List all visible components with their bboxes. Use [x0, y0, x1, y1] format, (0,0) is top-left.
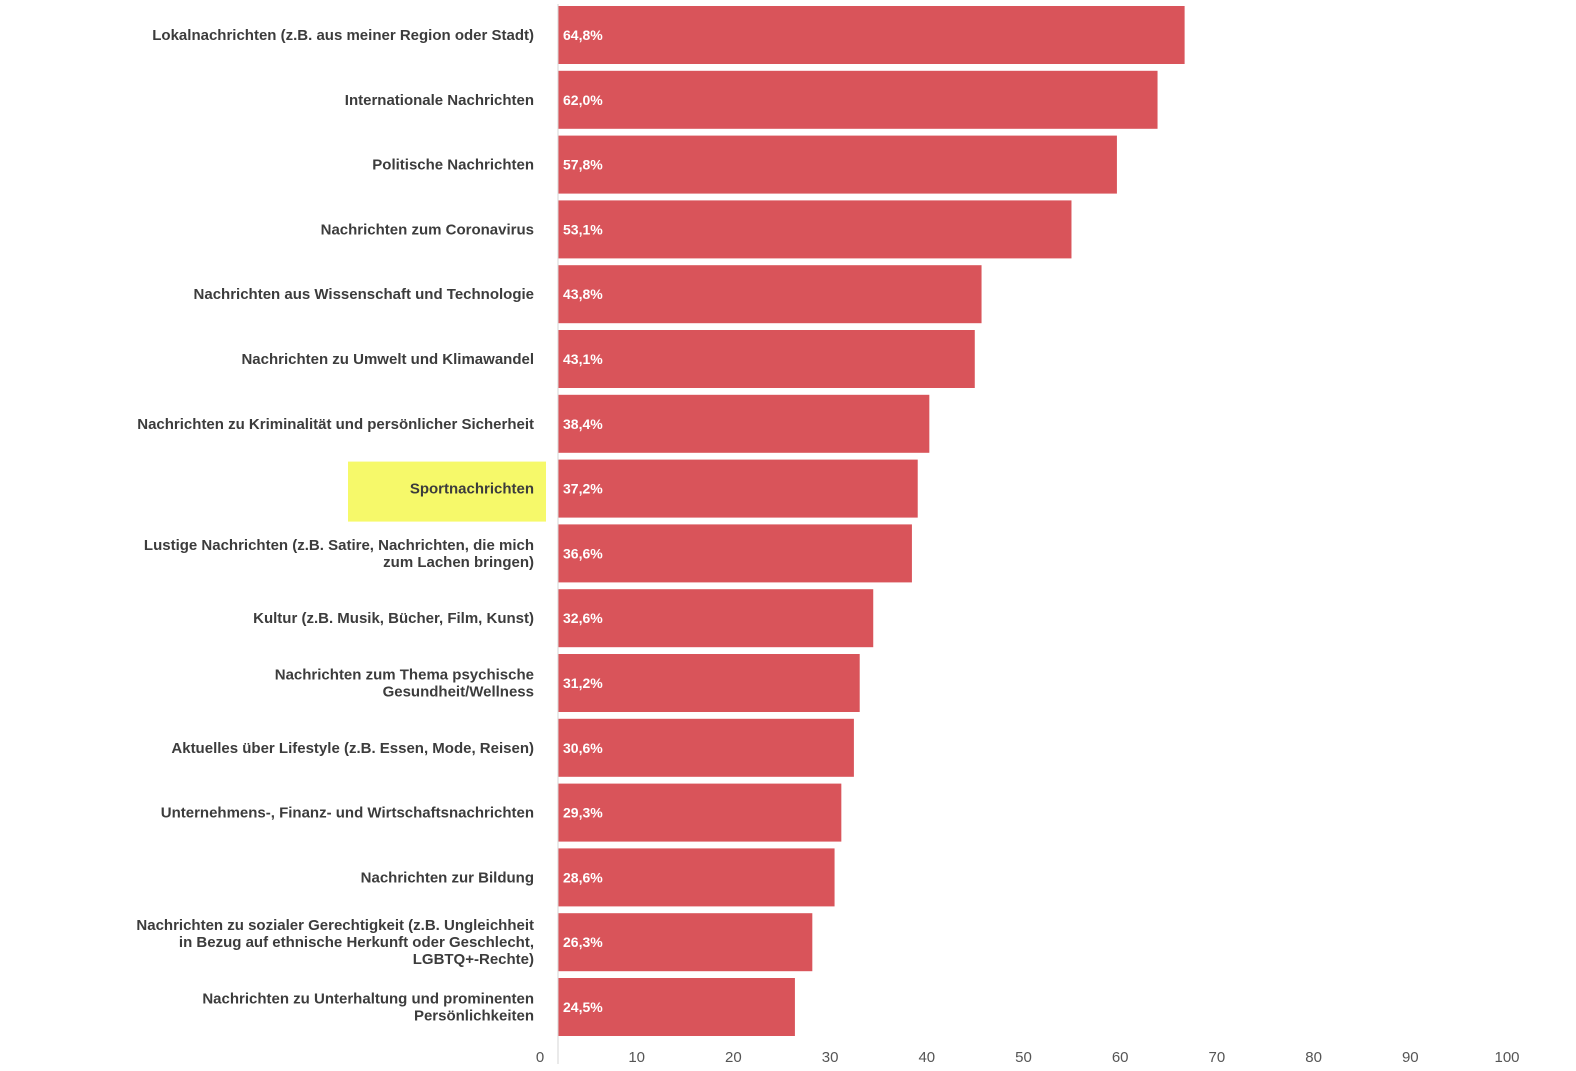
category-label: Sportnachrichten [410, 481, 534, 498]
bar [558, 718, 854, 777]
value-label: 36,6% [563, 545, 603, 561]
bar [558, 848, 835, 907]
value-label: 43,8% [563, 286, 603, 302]
value-label: 31,2% [563, 675, 603, 691]
category-label: Nachrichten zu sozialer Gerechtigkeit (z… [136, 917, 534, 968]
bar [558, 459, 918, 518]
x-tick-label: 0 [536, 1049, 544, 1066]
category-label: Unternehmens-, Finanz- und Wirtschaftsna… [161, 805, 534, 822]
x-tick-label: 90 [1402, 1049, 1419, 1066]
bar [558, 330, 975, 388]
bar [558, 135, 1117, 194]
x-tick-label: 40 [918, 1049, 935, 1066]
value-label: 28,6% [563, 869, 603, 885]
x-tick-label: 50 [1015, 1049, 1032, 1066]
category-label: Politische Nachrichten [372, 157, 534, 174]
bar [558, 265, 982, 324]
x-tick-label: 20 [725, 1049, 742, 1066]
x-tick-label: 60 [1112, 1049, 1129, 1066]
category-label: Nachrichten zum Coronavirus [321, 221, 534, 238]
x-tick-label: 100 [1494, 1049, 1519, 1066]
category-label: Nachrichten zum Thema psychische Gesundhe… [275, 667, 534, 701]
bar [558, 783, 842, 842]
value-label: 64,8% [563, 27, 603, 43]
category-label: Nachrichten zur Bildung [361, 869, 534, 886]
bar [558, 589, 874, 648]
value-label: 32,6% [563, 610, 603, 626]
highlight-marker [348, 461, 546, 522]
category-label: Lustige Nachrichten (z.B. Satire, Nachri… [144, 537, 534, 571]
x-tick-label: 30 [822, 1049, 839, 1066]
category-label: Aktuelles über Lifestyle (z.B. Essen, Mo… [171, 740, 534, 757]
value-label: 62,0% [563, 92, 603, 108]
bar [558, 394, 930, 453]
x-tick-label: 70 [1209, 1049, 1226, 1066]
category-label: Nachrichten zu Kriminalität und persönli… [137, 416, 534, 433]
value-label: 43,1% [563, 351, 603, 367]
value-label: 24,5% [563, 999, 603, 1015]
category-label: Nachrichten aus Wissenschaft und Technol… [194, 286, 534, 303]
category-label: Nachrichten zu Unterhaltung und prominen… [202, 991, 534, 1025]
value-label: 26,3% [563, 934, 603, 950]
bar [558, 913, 813, 972]
category-label: Nachrichten zu Umwelt und Klimawandel [241, 351, 534, 368]
bar [558, 6, 1185, 64]
value-label: 30,6% [563, 740, 603, 756]
x-tick-label: 80 [1305, 1049, 1322, 1066]
value-label: 53,1% [563, 221, 603, 237]
category-label: Lokalnachrichten (z.B. aus meiner Region… [152, 27, 534, 44]
value-label: 29,3% [563, 805, 603, 821]
value-label: 37,2% [563, 481, 603, 497]
bar [558, 70, 1158, 129]
value-label: 38,4% [563, 416, 603, 432]
category-label: Internationale Nachrichten [345, 92, 534, 109]
bar [558, 524, 912, 583]
bar [558, 200, 1072, 259]
value-label: 57,8% [563, 157, 603, 173]
x-tick-label: 10 [628, 1049, 645, 1066]
category-label: Kultur (z.B. Musik, Bücher, Film, Kunst) [253, 610, 534, 627]
bar [558, 978, 795, 1036]
bar [558, 654, 860, 712]
